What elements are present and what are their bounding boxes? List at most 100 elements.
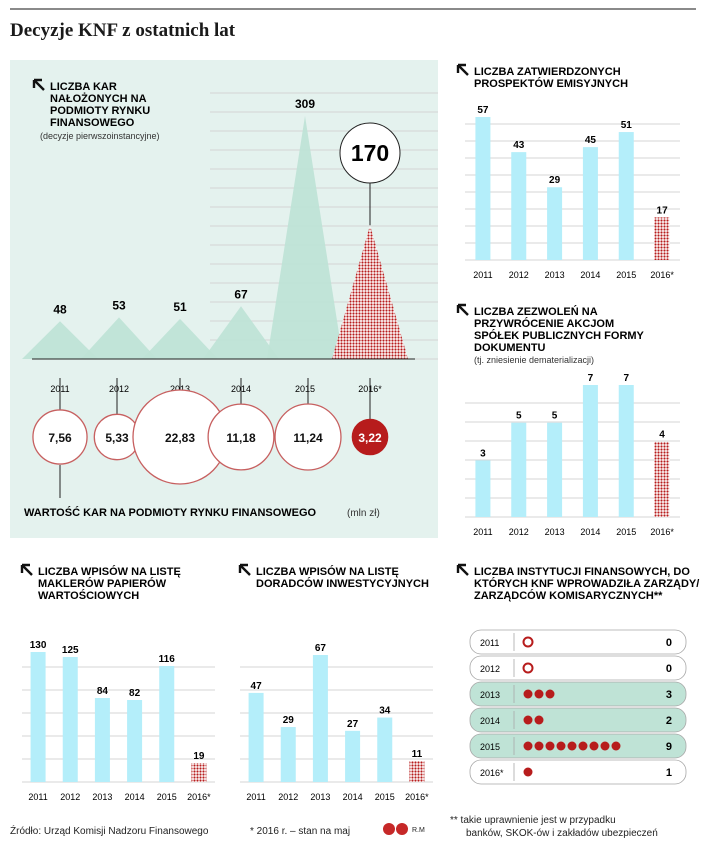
maklerzy-bar	[94, 698, 110, 782]
kary-year-label: 2015	[295, 384, 315, 394]
doradcy-title: LICZBA WPISÓW NA LISTĘ DORADCÓW INWESTYCY…	[256, 565, 429, 590]
prospekty-value-label: 57	[477, 105, 489, 116]
zarzady-year-label: 2011	[480, 638, 499, 648]
zarzady-empty-dot	[522, 636, 534, 648]
kary-peak	[332, 225, 408, 359]
zarzady-dot	[578, 741, 588, 751]
zarzady-year-label: 2016*	[480, 768, 504, 778]
maklerzy-title: LICZBA WPISÓW NA LISTĘ MAKLERÓW PAPIERÓW W…	[38, 565, 181, 602]
zezwolenia-title: LICZBA ZEZWOLEŃ NA PRZYWRÓCENIE AKCJOM SPÓ…	[474, 305, 645, 354]
maklerzy-bar	[62, 657, 78, 782]
kary-value-label: 67	[234, 287, 248, 301]
zarzady-year-label: 2014	[480, 716, 500, 726]
zarzady-year-label: 2013	[480, 690, 500, 700]
zezwolenia-year-label: 2011	[473, 527, 492, 537]
zarzady-dot	[534, 689, 544, 699]
kary-title: LICZBA KAR NAŁOŻONYCH NA PODMIOTY RYNKU FIN…	[50, 81, 150, 129]
zezwolenia-value-label: 7	[588, 373, 594, 384]
zarzady-dot	[567, 741, 577, 751]
zarzady-dot	[611, 741, 621, 751]
zarzady-year-label: 2012	[480, 664, 500, 674]
wartosc-value-label: 11,18	[226, 431, 256, 445]
zezwolenia-value-label: 3	[480, 448, 486, 459]
doradcy-bar	[409, 761, 425, 782]
prospekty-value-label: 51	[621, 120, 633, 131]
kary-peak	[81, 317, 157, 359]
zezwolenia-value-label: 5	[516, 411, 522, 422]
prospekty-value-label: 29	[549, 175, 561, 186]
maklerzy-year-label: 2014	[125, 792, 145, 802]
maklerzy-year-label: 2013	[92, 792, 112, 802]
kary-callout-circle	[339, 122, 401, 184]
doradcy-value-label: 34	[379, 706, 391, 717]
prospekty-year-label: 2015	[616, 270, 636, 280]
wartosc-bubble	[274, 403, 342, 471]
kary-callout-value: 170	[351, 140, 389, 166]
zezwolenia-year-label: 2012	[509, 527, 529, 537]
zezwolenia-arrow-icon	[456, 303, 469, 316]
maklerzy-bar	[159, 666, 175, 782]
zarzady-row	[469, 759, 687, 785]
wartosc-value-label: 22,83	[165, 431, 195, 445]
doradcy-bar	[345, 730, 361, 782]
zarzady-dot	[589, 741, 599, 751]
doradcy-year-label: 2012	[278, 792, 298, 802]
wartosc-title: WARTOŚĆ KAR NA PODMIOTY RYNKU FINANSOWEG…	[24, 506, 317, 519]
doradcy-value-label: 67	[315, 643, 327, 654]
doradcy-bar	[248, 692, 264, 782]
prospekty-value-label: 17	[657, 205, 669, 216]
prospekty-arrow-icon	[456, 63, 469, 76]
prospekty-value-label: 45	[585, 135, 597, 146]
zarzady-value-label: 9	[666, 741, 672, 753]
zezwolenia-value-label: 5	[552, 411, 558, 422]
maklerzy-year-label: 2016*	[187, 792, 211, 802]
zarzady-arrow-icon	[456, 563, 469, 576]
prospectuses-chart: LICZBA ZATWIERDZONYCH PROSPEKTÓW EMISYJNY…	[456, 63, 680, 280]
zarzady-dot	[523, 715, 533, 725]
zezwolenia-bar	[654, 441, 670, 517]
zarzady-row	[469, 629, 687, 655]
kary-peak	[203, 306, 279, 359]
zezwolenia-value-label: 4	[659, 430, 665, 441]
footnote-line1: ** takie uprawnienie jest w przypadku	[450, 815, 616, 826]
wartosc-value-label: 7,56	[48, 431, 72, 445]
maklerzy-bar	[30, 652, 46, 782]
wartosc-value-label: 5,33	[105, 431, 129, 445]
doradcy-arrow-icon	[238, 563, 251, 576]
zarzady-year-label: 2015	[480, 742, 500, 752]
zarzady-dot	[545, 689, 555, 699]
maklerzy-bar	[127, 700, 143, 782]
doradcy-value-label: 27	[347, 719, 359, 730]
zarzady-dot	[545, 741, 555, 751]
doradcy-value-label: 29	[283, 715, 295, 726]
kary-subtitle: (decyzje pierwszoinstancyjne)	[40, 131, 160, 141]
gp-logo	[383, 823, 408, 835]
zezwolenia-year-label: 2013	[545, 527, 565, 537]
page-title: Decyzje KNF z ostatnich lat	[10, 20, 236, 41]
zarzady-dot	[523, 767, 533, 777]
prospekty-year-label: 2014	[580, 270, 600, 280]
brokers-chart: LICZBA WPISÓW NA LISTĘ MAKLERÓW PAPIERÓW W…	[20, 563, 215, 802]
zarzady-dot	[534, 715, 544, 725]
doradcy-year-label: 2016*	[405, 792, 429, 802]
wartosc-value-label: 3,22	[358, 431, 382, 445]
prospekty-bar	[511, 152, 527, 260]
advisers-chart: LICZBA WPISÓW NA LISTĘ DORADCÓW INWESTYCY…	[238, 563, 433, 802]
doradcy-bar	[377, 717, 393, 782]
zezwolenia-bar	[475, 460, 491, 517]
doradcy-bar	[312, 655, 328, 782]
kary-arrow-icon	[32, 78, 45, 91]
zarzady-value-label: 1	[666, 767, 672, 779]
date-note: * 2016 r. – stan na maj	[250, 826, 351, 837]
prospekty-bar	[618, 132, 634, 260]
prospekty-title: LICZBA ZATWIERDZONYCH PROSPEKTÓW EMISYJNY…	[474, 66, 628, 90]
zarzady-dot	[556, 741, 566, 751]
maklerzy-value-label: 19	[193, 751, 205, 762]
maklerzy-bar	[191, 763, 207, 782]
zezwolenia-bar	[582, 385, 598, 517]
zezwolenia-bar	[547, 422, 563, 517]
zarzady-row	[469, 733, 687, 759]
zarzady-row	[469, 707, 687, 733]
maklerzy-value-label: 130	[30, 640, 47, 651]
doradcy-year-label: 2015	[375, 792, 395, 802]
